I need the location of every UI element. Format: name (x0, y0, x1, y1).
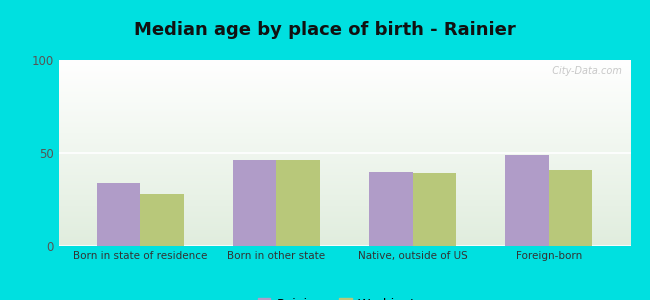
Bar (549, 170, 592, 246)
Bar (276, 160, 320, 246)
Bar (413, 173, 456, 246)
Bar (97, 183, 140, 246)
Bar (140, 194, 184, 246)
Bar (505, 155, 549, 246)
Legend: Rainier, Washington: Rainier, Washington (253, 293, 436, 300)
Bar (233, 160, 276, 246)
Bar (369, 172, 413, 246)
Text: City-Data.com: City-Data.com (546, 66, 622, 76)
Text: Median age by place of birth - Rainier: Median age by place of birth - Rainier (134, 21, 516, 39)
